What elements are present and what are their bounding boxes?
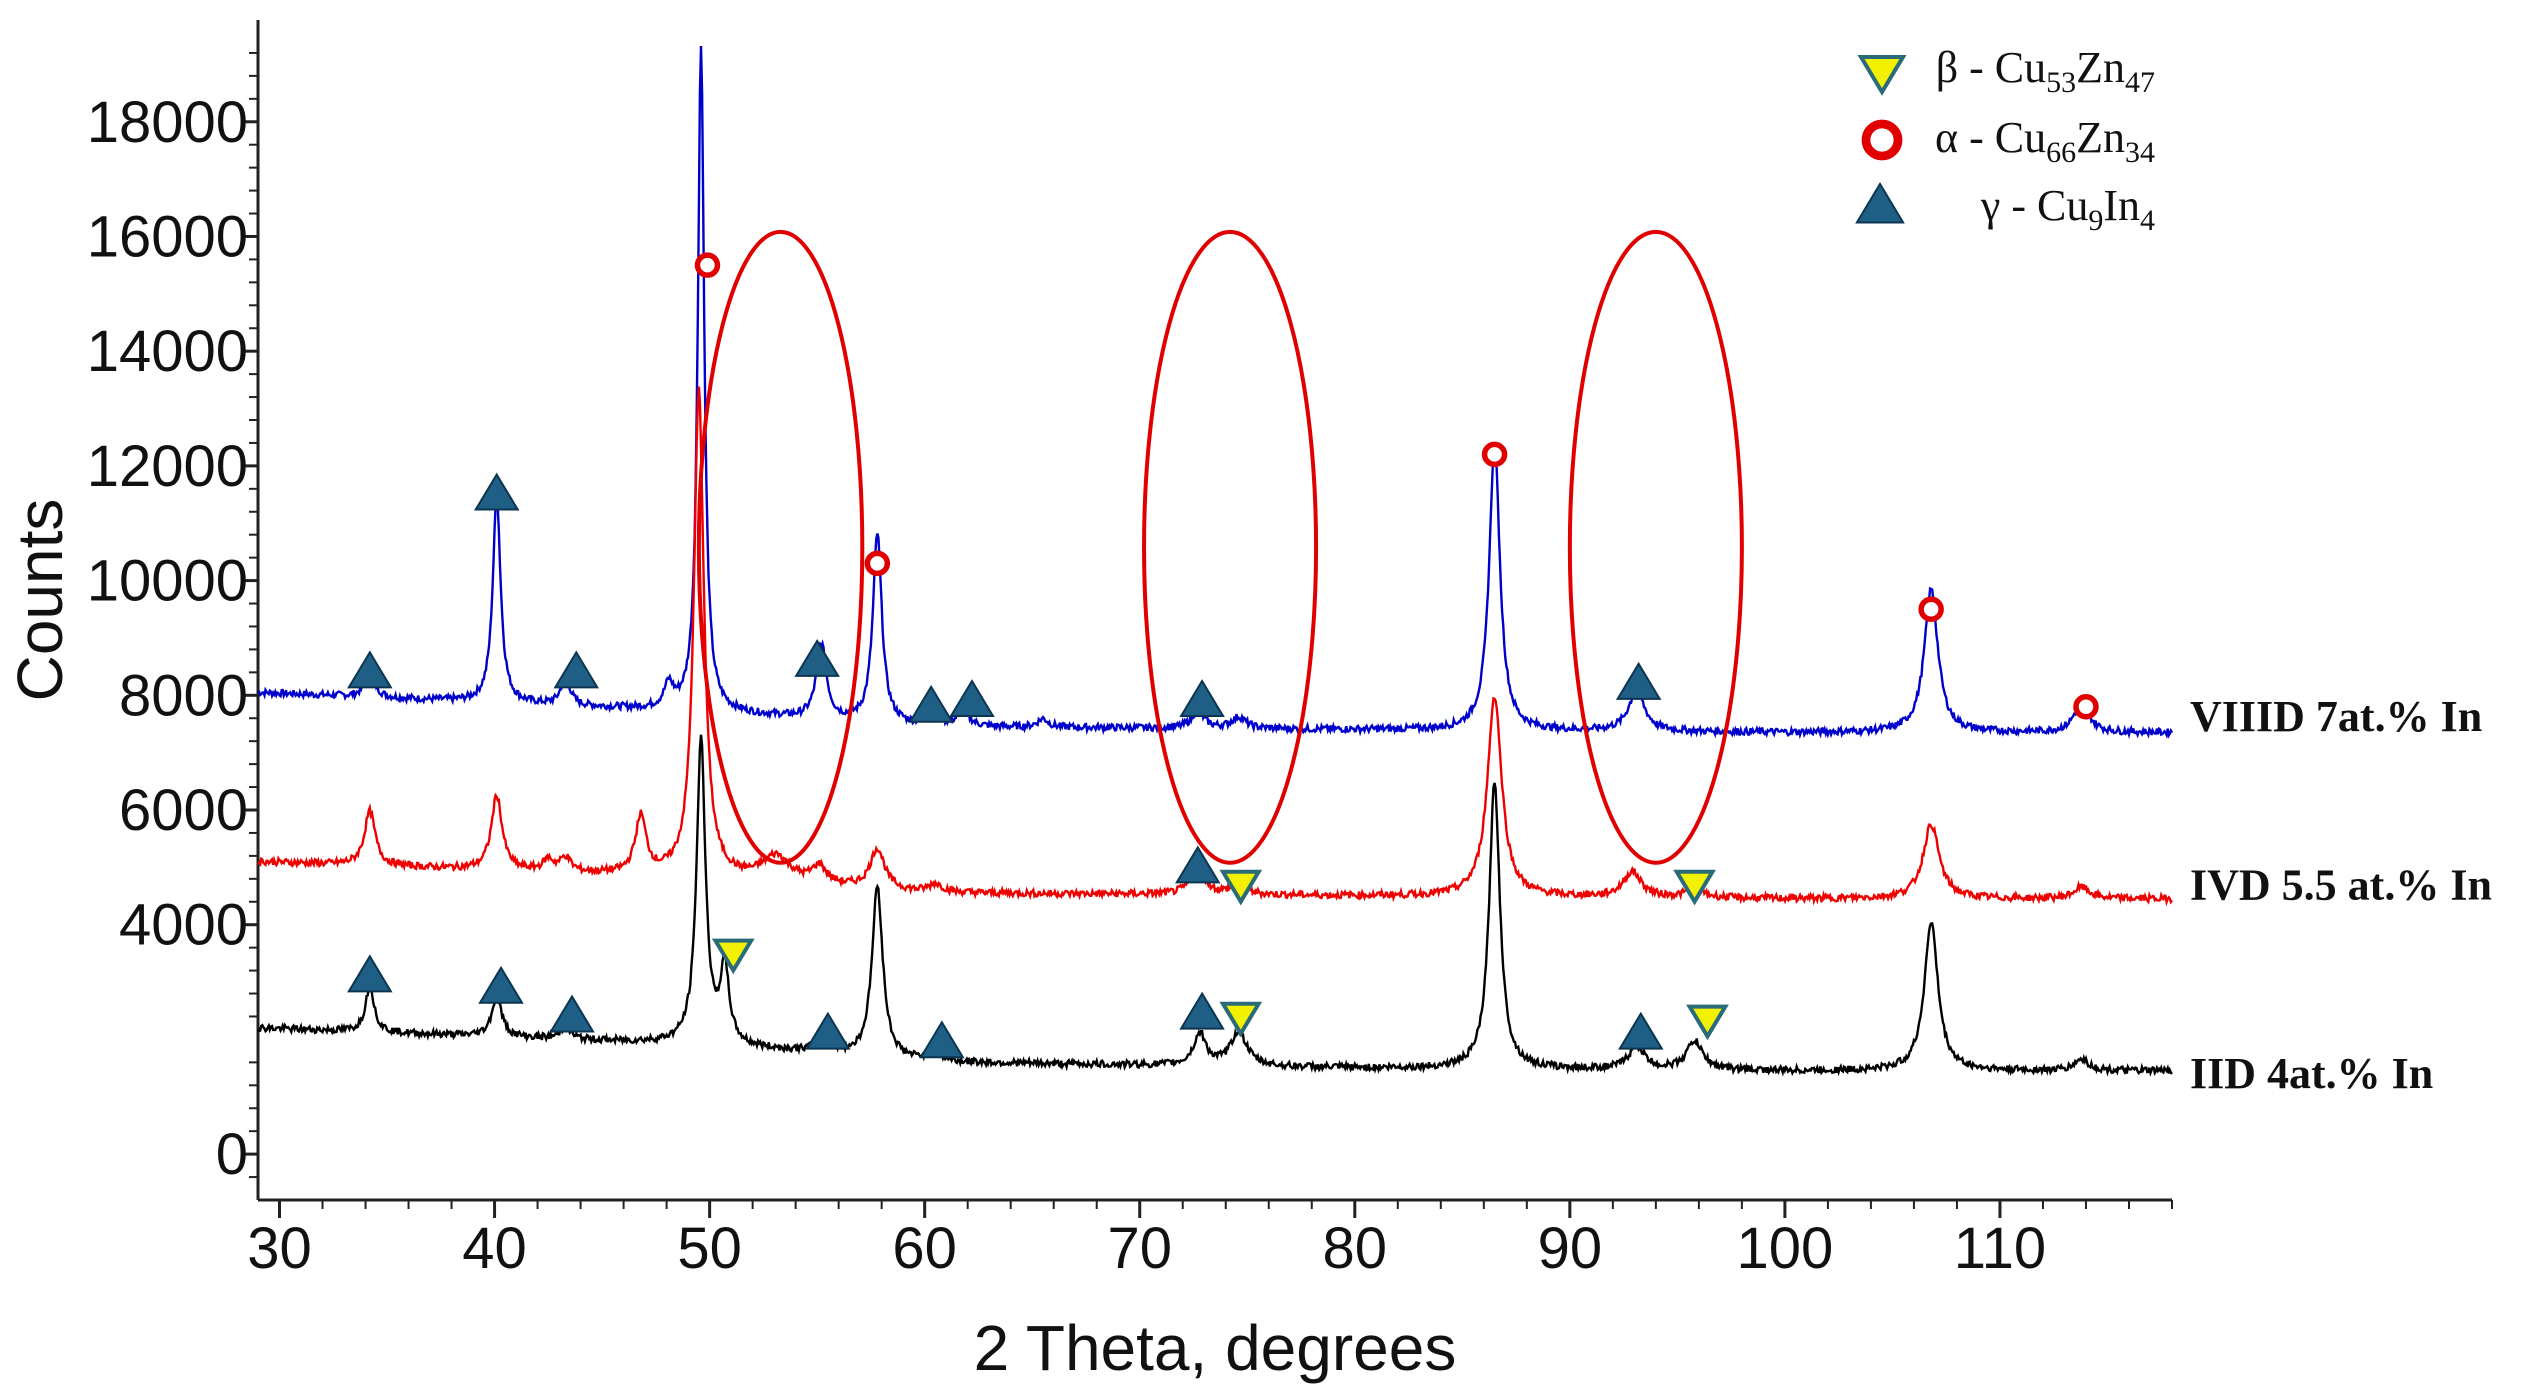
- x-axis-title: 2 Theta, degrees: [974, 1312, 1457, 1384]
- phase-markers: [347, 252, 2099, 1059]
- gamma-marker: [908, 684, 954, 723]
- gamma-marker: [549, 994, 595, 1033]
- y-axis-title: Counts: [4, 499, 76, 702]
- series-group: [257, 45, 2174, 1077]
- gamma-marker: [1179, 679, 1225, 718]
- legend-label-alpha: α - Cu66Zn34: [1935, 113, 2155, 169]
- legend-gamma-marker: [1855, 182, 1905, 224]
- x-tick-label: 50: [677, 1216, 742, 1281]
- gamma-marker: [1179, 991, 1225, 1030]
- alpha-marker: [694, 252, 721, 278]
- gamma-marker: [1175, 845, 1221, 884]
- alpha-marker: [864, 550, 891, 577]
- legend-beta-marker: [1857, 55, 1907, 96]
- y-tick-label: 14000: [87, 319, 248, 384]
- highlight-ellipses: [696, 229, 1744, 865]
- series-label-2: IID 4at.% In: [2190, 1049, 2433, 1098]
- axes: [256, 20, 2172, 1202]
- gamma-marker: [473, 472, 520, 511]
- y-tick-label: 8000: [119, 663, 248, 728]
- highlight-ellipse: [696, 229, 865, 865]
- x-tick-label: 60: [892, 1216, 957, 1281]
- beta-marker: [1673, 869, 1716, 906]
- legend: β - Cu53Zn47 α - Cu66Zn34 γ - Cu9In4: [1855, 43, 2155, 237]
- x-tick-label: 90: [1538, 1216, 1603, 1281]
- beta-marker: [711, 938, 755, 975]
- gamma-marker: [794, 638, 840, 677]
- x-tick-label: 70: [1107, 1216, 1172, 1281]
- beta-marker: [1219, 1001, 1263, 1038]
- series-label-0: VIIID 7at.% In: [2190, 692, 2482, 741]
- y-tick-label: 18000: [87, 90, 248, 155]
- alpha-marker: [1918, 596, 1944, 623]
- x-tick-label: 40: [462, 1216, 527, 1281]
- y-tick-label: 12000: [87, 434, 248, 499]
- highlight-ellipse: [1567, 229, 1744, 865]
- beta-marker: [1686, 1004, 1729, 1041]
- y-tick-label: 6000: [119, 778, 248, 843]
- legend-alpha-marker: [1861, 119, 1903, 161]
- series-line-1: [257, 386, 2174, 907]
- gamma-marker: [949, 679, 995, 718]
- series-labels: VIIID 7at.% In IVD 5.5 at.% In IID 4at.% I…: [2190, 692, 2492, 1098]
- series-line-0: [257, 45, 2174, 740]
- beta-marker: [1219, 869, 1263, 906]
- y-tick-label: 16000: [87, 204, 248, 269]
- gamma-marker: [553, 650, 600, 689]
- gamma-marker: [347, 650, 393, 689]
- gamma-marker: [919, 1020, 965, 1059]
- x-tick-label: 110: [1954, 1216, 2046, 1281]
- x-tick-label: 80: [1323, 1216, 1388, 1281]
- axis-ticks: 30 40 50 60 70 80 90 100 110 0 4000 6000 8000 10000 12…: [87, 51, 2173, 1281]
- gamma-marker: [805, 1011, 851, 1050]
- x-tick-label: 100: [1737, 1216, 1834, 1281]
- gamma-marker: [1615, 661, 1662, 700]
- y-tick-label: 10000: [87, 549, 248, 614]
- gamma-marker: [478, 965, 524, 1004]
- alpha-marker: [2073, 694, 2099, 720]
- legend-label-gamma: γ - Cu9In4: [1980, 181, 2155, 237]
- y-tick-label: 0: [216, 1122, 248, 1187]
- y-tick-label: 4000: [119, 893, 248, 958]
- series-label-1: IVD 5.5 at.% In: [2190, 860, 2492, 909]
- alpha-marker: [1481, 441, 1508, 468]
- gamma-marker: [1618, 1011, 1664, 1050]
- series-line-2: [257, 734, 2173, 1077]
- legend-label-beta: β - Cu53Zn47: [1936, 43, 2155, 99]
- x-tick-label: 30: [247, 1216, 312, 1281]
- gamma-marker: [347, 954, 393, 993]
- highlight-ellipse: [1142, 229, 1319, 865]
